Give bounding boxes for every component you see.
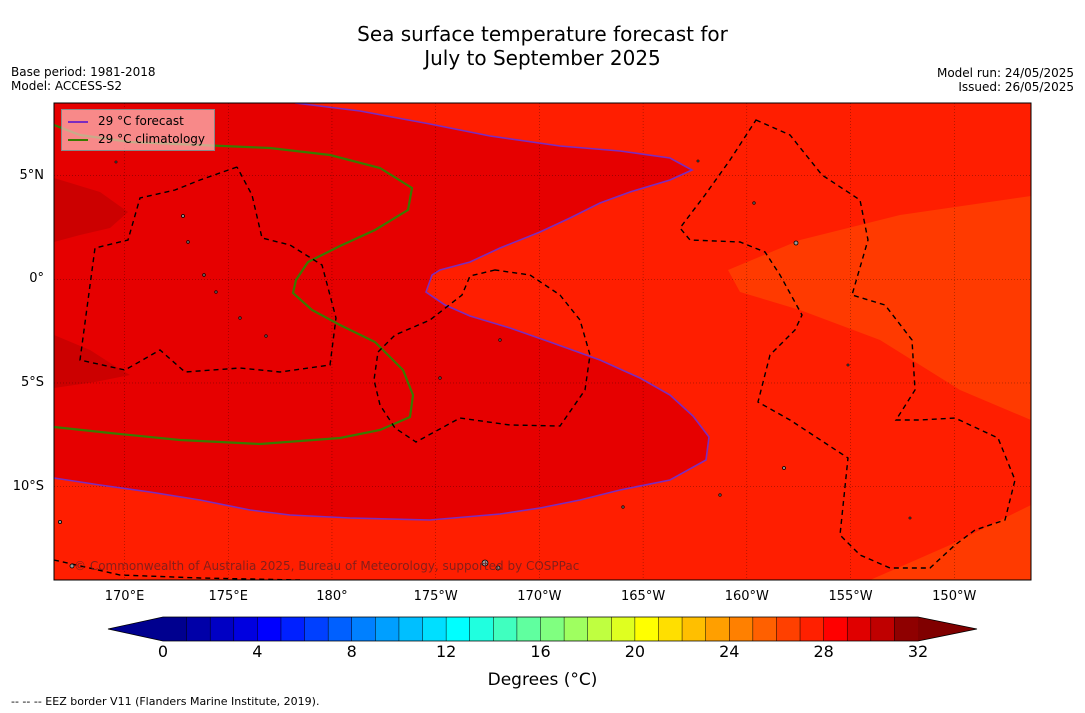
latitude-label: 5°S [20, 374, 44, 390]
climatology-29c-contour [54, 123, 415, 446]
base-period: Base period: 1981-2018 [11, 65, 156, 79]
chart-title: Sea surface temperature forecast for Jul… [0, 22, 1085, 70]
colorbar-segment [611, 617, 636, 641]
colorbar-segment [587, 617, 612, 641]
colorbar-tick-label: 8 [346, 642, 357, 661]
colorbar-segment [398, 617, 423, 641]
legend-forecast-label: 29 °C forecast [98, 114, 184, 128]
colorbar-segment [446, 617, 471, 641]
colorbar-segment [752, 617, 777, 641]
colorbar-segment [705, 617, 730, 641]
colorbar-segment [328, 617, 353, 641]
colorbar-tick-label: 20 [624, 642, 646, 661]
colorbar-over-arrow [918, 617, 977, 641]
latitude-label: 5°N [19, 167, 45, 183]
colorbar-tick-label: 24 [719, 642, 740, 661]
colorbar-tick-label: 0 [157, 642, 169, 661]
colorbar-under-arrow [108, 617, 163, 641]
meta-left: Base period: 1981-2018 Model: ACCESS-S2 [11, 65, 156, 93]
colorbar [107, 616, 978, 642]
climatology-line-swatch [68, 138, 88, 141]
islands [58, 159, 912, 571]
sst-band-27-28-south [870, 505, 1031, 580]
colorbar-segment [682, 617, 706, 641]
meta-right: Model run: 24/05/2025 Issued: 26/05/2025 [937, 66, 1074, 94]
colorbar-segment [658, 617, 683, 641]
colorbar-segment [210, 617, 235, 641]
title-line-2: July to September 2025 [424, 46, 661, 70]
sst-band-30-31-south [54, 335, 130, 388]
colorbar-tick-label: 12 [435, 642, 457, 661]
longitude-label: 155°W [828, 589, 873, 604]
eez-border-phoenix [373, 269, 591, 443]
legend-climatology: 29 °C climatology [68, 131, 205, 147]
legend-climatology-label: 29 °C climatology [98, 132, 206, 146]
colorbar-segment [304, 617, 329, 641]
colorbar-segment [540, 617, 565, 641]
colorbar-segment [257, 617, 282, 641]
colorbar-segment [351, 617, 376, 641]
sst-band-29-30 [54, 103, 709, 520]
longitude-label: 170°W [517, 589, 562, 604]
colorbar-segment [516, 617, 541, 641]
eez-footnote: -- -- -- EEZ border V11 (Flanders Marine… [11, 695, 320, 708]
colorbar-tick-label: 16 [530, 642, 551, 661]
longitude-label: 150°W [932, 589, 977, 604]
colorbar-segment [186, 617, 211, 641]
longitude-label: 175°W [413, 589, 458, 604]
colorbar-tick-label: 4 [252, 642, 263, 661]
sst-band-30-31-north [54, 178, 128, 242]
colorbar-label: Degrees (°C) [487, 670, 598, 690]
colorbar-segment [847, 617, 872, 641]
colorbar-segment [894, 617, 919, 641]
colorbar-segment [800, 617, 824, 641]
longitude-label: 160°W [724, 589, 769, 604]
colorbar-segment [422, 617, 447, 641]
colorbar-segment [870, 617, 895, 641]
colorbar-segment [233, 617, 258, 641]
issued-date: Issued: 26/05/2025 [958, 80, 1074, 94]
colorbar-segment [729, 617, 754, 641]
sst-band-27-28 [728, 196, 1031, 420]
longitude-label: 165°W [621, 589, 666, 604]
colorbar-segment [564, 617, 588, 641]
legend-forecast: 29 °C forecast [68, 113, 184, 129]
forecast-29c-contour [54, 103, 710, 521]
graticule [54, 103, 1031, 580]
forecast-line-swatch [68, 120, 88, 123]
colorbar-segment [469, 617, 494, 641]
map-frame [53, 102, 1032, 581]
latitude-label: 10°S [12, 478, 44, 494]
latitude-label: 0° [29, 271, 44, 287]
colorbar-segment [634, 617, 659, 641]
colorbar-tick-label: 32 [907, 642, 929, 661]
colorbar-segment [163, 617, 187, 641]
sst-field [54, 103, 1031, 580]
longitude-label: 170°E [104, 589, 145, 604]
colorbar-tick-label: 28 [813, 642, 834, 661]
eez-border-line-islands [679, 119, 1016, 569]
model-run: Model run: 24/05/2025 [936, 66, 1074, 80]
colorbar-segment [375, 617, 400, 641]
title-line-1: Sea surface temperature forecast for [357, 22, 728, 46]
longitude-label: 180° [316, 589, 348, 604]
eez-borders [54, 119, 1016, 580]
colorbar-segment [280, 617, 305, 641]
eez-border-kiribati-gilbert [79, 166, 337, 373]
colorbar-outline [107, 616, 978, 642]
colorbar-segment [493, 617, 518, 641]
colorbar-segment [776, 617, 801, 641]
contour-legend: 29 °C forecast 29 °C climatology [61, 109, 215, 151]
model-name: Model: ACCESS-S2 [11, 79, 123, 93]
longitude-label: 175°E [208, 589, 248, 604]
colorbar-segment [823, 617, 848, 641]
copyright-notice: © Commonwealth of Australia 2025, Bureau… [74, 559, 580, 573]
